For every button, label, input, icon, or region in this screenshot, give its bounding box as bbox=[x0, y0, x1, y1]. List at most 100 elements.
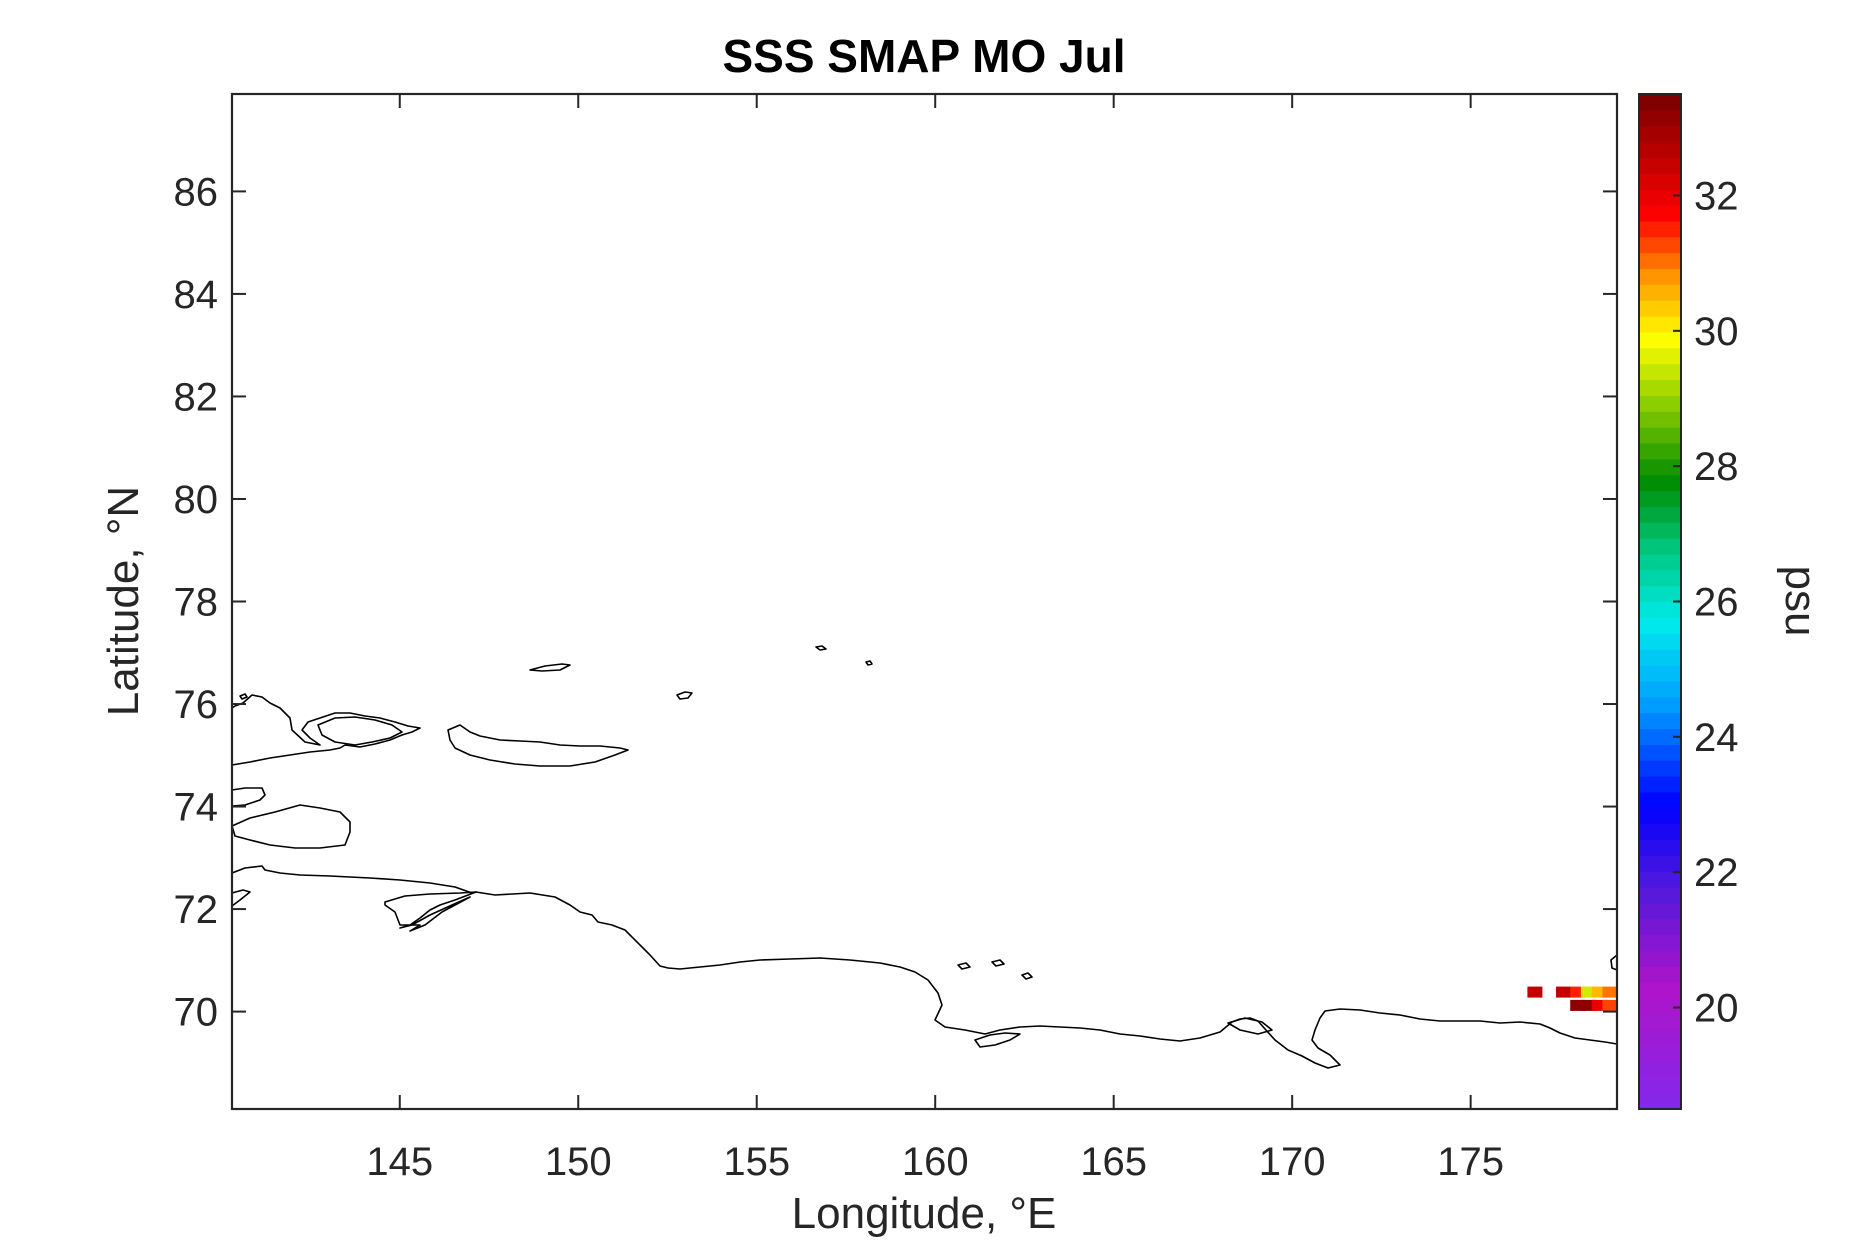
colorbar-segment bbox=[1639, 474, 1681, 492]
colorbar-segment bbox=[1639, 902, 1681, 920]
heatmap-cell bbox=[1570, 999, 1586, 1011]
island-bear-3 bbox=[1021, 972, 1033, 980]
coastline-map bbox=[232, 645, 1617, 1069]
colorbar-segment bbox=[1639, 680, 1681, 698]
colorbar-segment bbox=[1639, 649, 1681, 666]
colorbar-tick-label: 32 bbox=[1694, 175, 1739, 219]
colorbar-segment bbox=[1639, 125, 1681, 143]
colorbar-segment bbox=[1639, 268, 1681, 285]
colorbar-segment bbox=[1639, 363, 1681, 381]
colorbar-label: psu bbox=[1776, 566, 1825, 637]
colorbar-segment bbox=[1639, 664, 1681, 682]
x-tick-label: 175 bbox=[1437, 1140, 1504, 1184]
colorbar-tick-label: 24 bbox=[1694, 716, 1739, 760]
colorbar-segment bbox=[1639, 205, 1681, 222]
x-tick-label: 165 bbox=[1080, 1140, 1147, 1184]
colorbar-segment bbox=[1639, 633, 1681, 650]
colorbar-segment bbox=[1639, 506, 1681, 523]
island-ayon bbox=[974, 1032, 1021, 1048]
island-kotelny bbox=[232, 694, 421, 766]
y-tick-label: 82 bbox=[174, 375, 219, 419]
island-henrietta-small bbox=[865, 660, 873, 666]
heatmap-cell bbox=[1591, 986, 1607, 998]
colorbar-segment bbox=[1639, 950, 1681, 967]
island-delta bbox=[384, 891, 477, 932]
colorbar-segment bbox=[1639, 252, 1681, 270]
colorbar-segment bbox=[1639, 427, 1681, 444]
colorbar-segment bbox=[1639, 1093, 1681, 1110]
colorbar-segment bbox=[1639, 490, 1681, 507]
colorbar bbox=[1638, 93, 1682, 1110]
y-tick-label: 86 bbox=[174, 170, 219, 214]
island-new-siberia bbox=[447, 724, 629, 767]
y-tick-label: 74 bbox=[174, 786, 219, 830]
colorbar-segment bbox=[1639, 1077, 1681, 1094]
y-axis-label: Latitude, °N bbox=[99, 486, 148, 716]
colorbar-segment bbox=[1639, 1029, 1681, 1047]
colorbar-segment bbox=[1639, 569, 1681, 587]
heatmap-cell bbox=[1556, 986, 1571, 998]
colorbar-segment bbox=[1639, 982, 1681, 999]
coastline-headland-east bbox=[1610, 954, 1617, 971]
island-jeannette bbox=[676, 691, 693, 700]
colorbar-segment bbox=[1639, 553, 1681, 571]
colorbar-segment bbox=[1639, 585, 1681, 603]
colorbar-segment bbox=[1639, 442, 1681, 460]
colorbar-segment bbox=[1639, 189, 1681, 206]
y-tick-label: 72 bbox=[174, 888, 219, 932]
colorbar-segment bbox=[1639, 966, 1681, 983]
colorbar-segment bbox=[1639, 522, 1681, 539]
y-tick-label: 84 bbox=[174, 273, 219, 317]
y-axis: 70 72 74 76 78 80 82 84 86 bbox=[174, 170, 1617, 1035]
sss-heatmap-cells bbox=[1527, 986, 1617, 1011]
colorbar-segment bbox=[1639, 220, 1681, 238]
heatmap-cell bbox=[1602, 986, 1617, 998]
colorbar-segment bbox=[1639, 696, 1681, 714]
colorbar-ticks: 20 22 24 26 28 30 32 bbox=[1673, 175, 1739, 1031]
colorbar-segment bbox=[1639, 331, 1681, 349]
colorbar-segment bbox=[1639, 871, 1681, 888]
y-tick-label: 76 bbox=[174, 683, 219, 727]
colorbar-segment bbox=[1639, 855, 1681, 872]
island-small-north bbox=[239, 693, 248, 700]
colorbar-segment bbox=[1639, 918, 1681, 936]
heatmap-cell bbox=[1580, 986, 1596, 998]
colorbar-segment bbox=[1639, 823, 1681, 840]
island-kotelny-inner bbox=[317, 716, 403, 746]
coastline-bay-east bbox=[1227, 1017, 1273, 1035]
y-tick-label: 70 bbox=[174, 991, 219, 1035]
colorbar-tick-label: 26 bbox=[1694, 581, 1739, 625]
colorbar-segment bbox=[1639, 538, 1681, 555]
heatmap-cell bbox=[1580, 999, 1596, 1011]
heatmap-cell bbox=[1570, 986, 1586, 998]
colorbar-segment bbox=[1639, 617, 1681, 634]
x-axis: 145 150 155 160 165 170 175 bbox=[366, 94, 1504, 1184]
heatmap-cell bbox=[1591, 999, 1607, 1011]
colorbar-segment bbox=[1639, 728, 1681, 745]
colorbar-segment bbox=[1639, 775, 1681, 793]
colorbar-segment bbox=[1639, 395, 1681, 412]
colorbar-segment bbox=[1639, 601, 1681, 618]
colorbar-segment bbox=[1639, 886, 1681, 904]
colorbar-segment bbox=[1639, 839, 1681, 856]
coastline-peninsula-west bbox=[232, 889, 251, 907]
y-tick-label: 78 bbox=[174, 581, 219, 625]
colorbar-segment bbox=[1639, 173, 1681, 190]
colorbar-segment bbox=[1639, 94, 1681, 111]
colorbar-segment bbox=[1639, 316, 1681, 333]
heatmap-cell bbox=[1527, 986, 1543, 998]
plot-area bbox=[232, 94, 1617, 1109]
colorbar-segment bbox=[1639, 141, 1681, 159]
colorbar-segment bbox=[1639, 712, 1681, 729]
colorbar-tick-label: 20 bbox=[1694, 987, 1739, 1031]
chart-title: SSS SMAP MO Jul bbox=[722, 30, 1125, 82]
colorbar-segment bbox=[1639, 744, 1681, 761]
coastline-mainland bbox=[232, 865, 1617, 1069]
colorbar-segment bbox=[1639, 411, 1681, 428]
colorbar-segment bbox=[1639, 347, 1681, 365]
island-bennett bbox=[529, 663, 571, 672]
colorbar-tick-label: 28 bbox=[1694, 445, 1739, 489]
colorbar-segment bbox=[1639, 284, 1681, 301]
colorbar-segment bbox=[1639, 458, 1681, 476]
